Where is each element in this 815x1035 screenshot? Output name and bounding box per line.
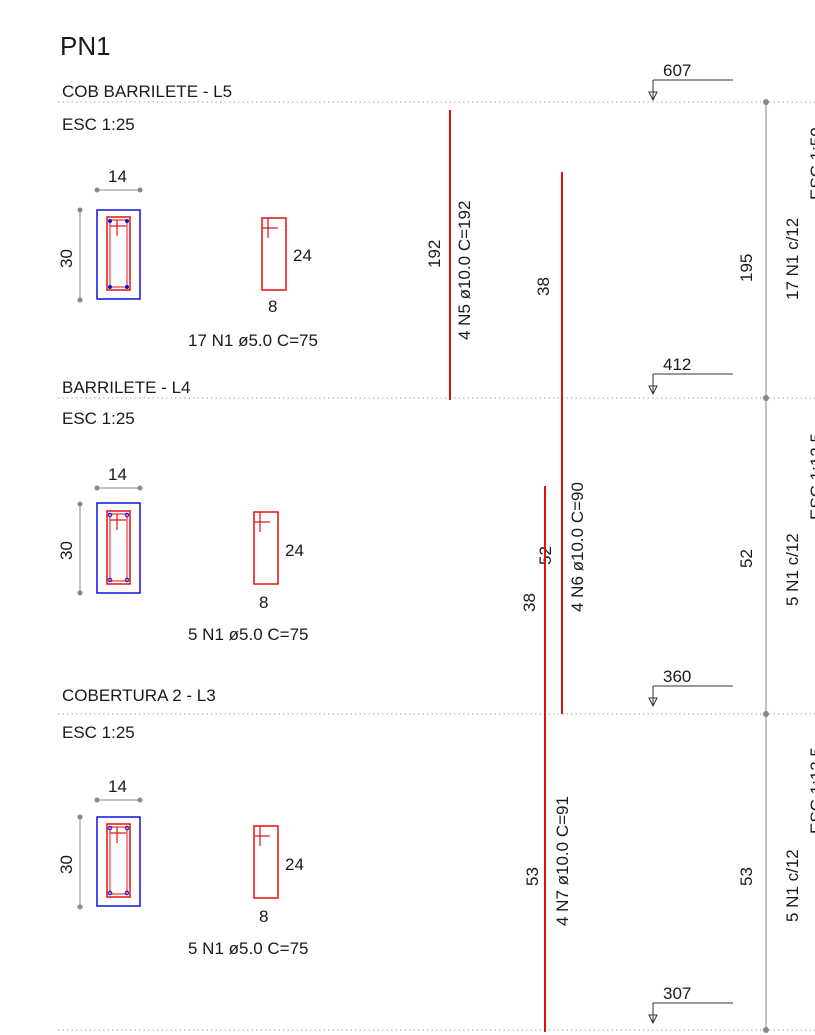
- stirrup-zone-scale: ESC 1:50: [807, 127, 815, 200]
- bar-n5: 4 N5 ø10.0 C=192 192: [425, 110, 474, 400]
- cross-section-l4: 14 30: [57, 465, 143, 596]
- section-scale-l3: ESC 1:25: [62, 723, 135, 742]
- elevation-marker-360: 360: [648, 667, 733, 708]
- stirrup-zone-length: 52: [737, 549, 756, 568]
- stirrup-zone-2: 52 5 N1 c/12 ESC 1:12.5: [737, 433, 815, 606]
- stirrup-label: 17 N1 ø5.0 C=75: [188, 331, 318, 350]
- bar-n6: 38 4 N6 ø10.0 C=90 52 38: [520, 172, 587, 714]
- level-name-l5: COB BARRILETE - L5: [62, 82, 232, 101]
- elevation-value: 360: [663, 667, 691, 686]
- elevation-marker-607: 607: [648, 61, 733, 102]
- cross-section-l3: 14 30: [57, 777, 143, 910]
- bar-n6-lap-bottom: 38: [520, 593, 539, 612]
- stirrup-zone-label: 5 N1 c/12: [783, 849, 802, 922]
- stirrup-zone-1: 195 17 N1 c/12 ESC 1:50: [737, 127, 815, 300]
- cross-section-l5: 14 30: [57, 167, 143, 303]
- section-height: 30: [57, 249, 76, 268]
- elevation-marker-307: 307: [648, 984, 733, 1025]
- elevation-value: 412: [663, 355, 691, 374]
- section-width: 14: [108, 167, 127, 186]
- elevation-value: 607: [663, 61, 691, 80]
- stirrup-zone-label: 5 N1 c/12: [783, 533, 802, 606]
- stirrup-height: 24: [285, 541, 304, 560]
- stirrup-height: 24: [285, 855, 304, 874]
- level-name-l3: COBERTURA 2 - L3: [62, 686, 216, 705]
- stirrup-zone-dimension-line: [763, 99, 769, 1033]
- bar-n7-length: 53: [523, 867, 542, 886]
- stirrup-height: 24: [293, 246, 312, 265]
- bar-n5-length: 192: [425, 240, 444, 268]
- bar-n7: 4 N7 ø10.0 C=91 53: [523, 486, 572, 1032]
- section-height: 30: [57, 541, 76, 560]
- bar-n7-label: 4 N7 ø10.0 C=91: [553, 796, 572, 926]
- stirrup-zone-length: 195: [737, 254, 756, 282]
- stirrup-shape-l3: 24 8 5 N1 ø5.0 C=75: [188, 825, 309, 958]
- stirrup-zone-length: 53: [737, 867, 756, 886]
- stirrup-zone-3: 53 5 N1 c/12 ESC 1:12.5: [737, 747, 815, 922]
- stirrup-width: 8: [259, 907, 268, 926]
- section-scale-l5: ESC 1:25: [62, 115, 135, 134]
- bar-n6-lap-top: 38: [534, 277, 553, 296]
- elevation-value: 307: [663, 984, 691, 1003]
- stirrup-zone-scale: ESC 1:12.5: [807, 747, 815, 834]
- bar-n6-label: 4 N6 ø10.0 C=90: [568, 482, 587, 612]
- stirrup-shape-l4: 24 8 5 N1 ø5.0 C=75: [188, 511, 309, 644]
- section-height: 30: [57, 855, 76, 874]
- stirrup-width: 8: [259, 593, 268, 612]
- stirrup-label: 5 N1 ø5.0 C=75: [188, 939, 309, 958]
- section-width: 14: [108, 465, 127, 484]
- section-scale-l4: ESC 1:25: [62, 409, 135, 428]
- elevation-marker-412: 412: [648, 355, 733, 396]
- section-width: 14: [108, 777, 127, 796]
- stirrup-label: 5 N1 ø5.0 C=75: [188, 625, 309, 644]
- stirrup-zone-scale: ESC 1:12.5: [807, 433, 815, 520]
- stirrup-width: 8: [268, 297, 277, 316]
- level-name-l4: BARRILETE - L4: [62, 378, 191, 397]
- bar-n5-label: 4 N5 ø10.0 C=192: [455, 201, 474, 340]
- stirrup-shape-l5: 24 8 17 N1 ø5.0 C=75: [188, 217, 318, 350]
- drawing-title: PN1: [60, 31, 111, 61]
- stirrup-zone-label: 17 N1 c/12: [783, 218, 802, 300]
